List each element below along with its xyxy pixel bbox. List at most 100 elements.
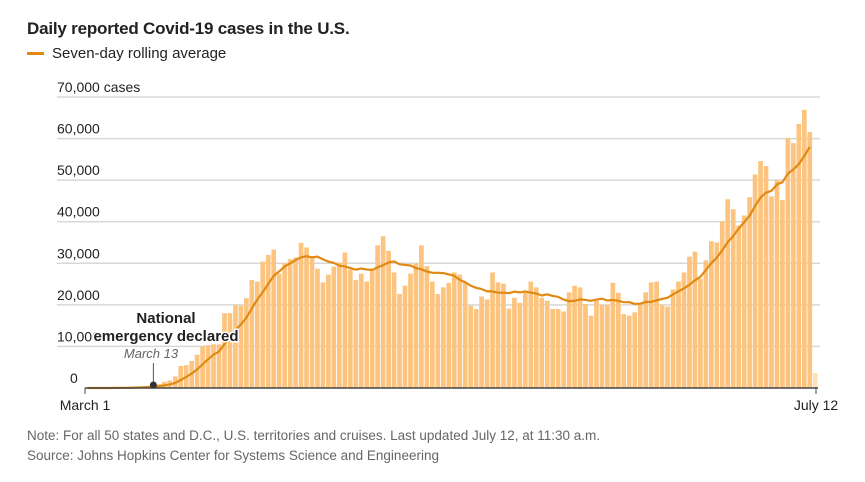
- y-tick-label: 60,000: [57, 121, 100, 137]
- bar: [484, 299, 490, 388]
- y-tick-label: 70,000 cases: [57, 79, 140, 95]
- bar: [211, 344, 216, 388]
- bar: [233, 304, 238, 388]
- bar: [621, 314, 627, 388]
- bar: [670, 289, 676, 388]
- bar: [194, 354, 200, 388]
- bar: [276, 273, 282, 388]
- bar: [238, 305, 244, 388]
- bar: [386, 250, 391, 388]
- bar: [544, 300, 550, 388]
- bar: [326, 274, 331, 388]
- annotation-line2: emergency declared: [93, 328, 238, 345]
- bar: [320, 282, 326, 388]
- bar: [342, 252, 348, 388]
- bar: [752, 174, 758, 388]
- bar: [533, 287, 539, 388]
- bar: [298, 242, 304, 388]
- bar: [523, 292, 528, 388]
- bar: [380, 236, 386, 388]
- bar: [391, 272, 397, 388]
- bar: [807, 131, 813, 389]
- legend: Seven-day rolling average: [27, 45, 226, 62]
- bar: [490, 272, 495, 388]
- bar: [769, 196, 774, 388]
- bar: [583, 304, 588, 388]
- bar: [725, 199, 731, 388]
- bar: [353, 279, 359, 388]
- bar: [397, 294, 402, 388]
- bar: [539, 297, 545, 388]
- bar: [271, 249, 277, 388]
- x-label-start: March 1: [60, 397, 111, 413]
- bar: [758, 161, 763, 388]
- bar: [528, 281, 534, 388]
- bar: [501, 283, 506, 388]
- bar: [599, 304, 605, 388]
- bar: [648, 282, 654, 388]
- bar: [577, 287, 583, 388]
- bar: [506, 308, 512, 388]
- bar: [369, 269, 375, 388]
- bar: [293, 257, 298, 388]
- annotation-line1: National: [136, 310, 195, 327]
- bar: [730, 209, 736, 388]
- bar: [205, 345, 211, 388]
- bar: [512, 297, 517, 388]
- bar: [626, 315, 632, 388]
- bar: [566, 292, 572, 388]
- bar: [517, 302, 523, 388]
- bar: [665, 306, 670, 388]
- bar: [402, 285, 408, 388]
- bar: [594, 300, 599, 388]
- legend-label: Seven-day rolling average: [52, 45, 227, 62]
- bar: [550, 309, 556, 388]
- bar: [643, 292, 649, 388]
- bar: [178, 365, 184, 388]
- chart-title: Daily reported Covid-19 cases in the U.S…: [27, 19, 350, 38]
- bar: [451, 272, 457, 388]
- bar: [462, 282, 468, 388]
- bar: [659, 304, 665, 388]
- bar: [687, 256, 692, 388]
- bar: [282, 263, 287, 388]
- bar: [337, 262, 342, 388]
- y-tick-label: 40,000: [57, 204, 100, 220]
- bar: [796, 124, 802, 389]
- bar: [287, 259, 293, 388]
- bar: [440, 287, 446, 388]
- bar: [736, 225, 742, 388]
- bar: [216, 344, 222, 388]
- y-tick-label: 30,000: [57, 245, 100, 261]
- bar: [304, 247, 309, 388]
- bar: [249, 279, 255, 388]
- bar: [780, 200, 785, 388]
- bar: [265, 254, 271, 388]
- x-label-end: July 12: [794, 397, 839, 413]
- bar: [375, 245, 380, 388]
- bar: [555, 309, 561, 388]
- bar: [430, 281, 435, 388]
- bar: [561, 311, 566, 388]
- chart-source: Source: Johns Hopkins Center for Systems…: [27, 448, 439, 463]
- bar: [222, 313, 227, 388]
- bar: [637, 303, 643, 388]
- chart-note: Note: For all 50 states and D.C., U.S. t…: [27, 428, 601, 443]
- bar: [260, 261, 266, 388]
- bar: [632, 312, 638, 388]
- bar: [446, 282, 452, 388]
- bar: [774, 180, 780, 388]
- bar: [244, 298, 249, 388]
- bar: [791, 143, 796, 388]
- y-tick-label: 20,000: [57, 287, 100, 303]
- bar: [692, 251, 698, 388]
- bar: [654, 281, 659, 388]
- annotation-national-emergency: National emergency declared March 13: [92, 309, 240, 389]
- bar: [473, 309, 479, 388]
- bar: [703, 260, 709, 388]
- y-tick-label: 10,000: [57, 328, 100, 344]
- rolling-average-line: [87, 146, 811, 390]
- bar: [801, 109, 807, 388]
